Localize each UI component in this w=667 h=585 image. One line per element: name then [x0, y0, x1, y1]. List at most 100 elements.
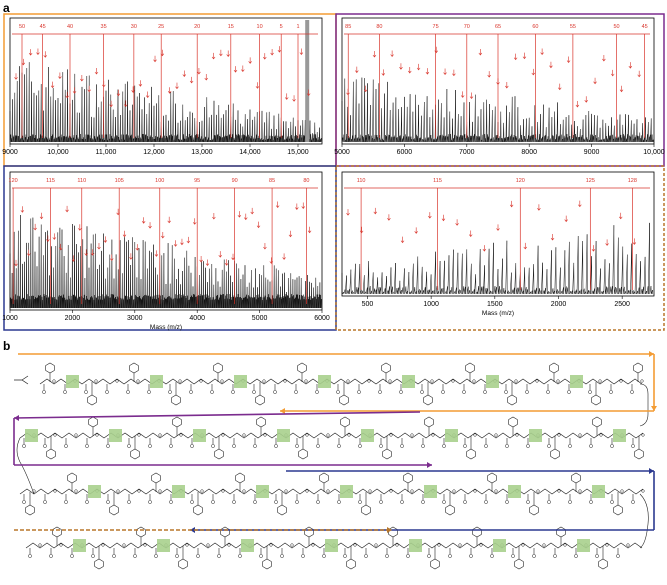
oxygen-atom [112, 554, 116, 558]
ester-oxygen [472, 379, 476, 383]
tick-label: 3000 [127, 315, 143, 322]
ester-oxygen [311, 543, 315, 547]
marker-label: 115 [46, 178, 55, 184]
highlighted-unit [402, 375, 415, 388]
oxygen-atom [357, 390, 361, 394]
peak-arrow [531, 68, 536, 76]
ester-oxygen [326, 433, 330, 437]
phenyl-ring [67, 472, 77, 484]
highlighted-unit [325, 539, 338, 552]
ester-oxygen [620, 489, 624, 493]
peak-arrow [584, 96, 588, 103]
peak-arrow [248, 57, 252, 64]
oxygen-atom [28, 554, 32, 558]
highlighted-unit [193, 429, 206, 442]
peak-arrow [244, 213, 248, 221]
ester-oxygen [410, 489, 414, 493]
oxygen-atom [595, 554, 599, 558]
peak-arrow [154, 250, 159, 257]
marker-label: 25 [158, 24, 164, 30]
oxygen-atom [336, 390, 340, 394]
oxygen-atom [568, 444, 572, 448]
ester-oxygen [536, 489, 540, 493]
oxygen-atom [106, 444, 110, 448]
peak-arrow [65, 91, 69, 99]
peak-arrow [550, 234, 555, 241]
peak-arrow [226, 50, 230, 57]
peak-arrow [131, 86, 135, 93]
ester-oxygen [220, 379, 224, 383]
oxygen-atom [483, 390, 487, 394]
ester-oxygen [599, 433, 603, 437]
peak-arrow [452, 69, 456, 77]
ester-oxygen [305, 489, 309, 493]
ester-oxygen [563, 543, 567, 547]
highlighted-unit [613, 429, 626, 442]
tick-label: 7000 [459, 149, 475, 156]
oxygen-atom [589, 500, 593, 504]
peak-arrow [43, 51, 48, 58]
marker-label: 120 [9, 178, 18, 184]
peak-arrow [233, 66, 238, 73]
ester-oxygen [395, 543, 399, 547]
highlighted-unit [150, 375, 163, 388]
peak-arrow [224, 259, 229, 266]
marker-label: 75 [433, 24, 439, 30]
ester-oxygen [458, 543, 462, 547]
peak-arrow [443, 68, 447, 76]
peak-arrow [269, 257, 274, 264]
phenyl-ring [430, 558, 440, 570]
orange-arrow-head [649, 351, 654, 357]
oxygen-atom [147, 390, 151, 394]
backbone [19, 488, 644, 495]
peak-arrow [540, 48, 544, 56]
peak-arrow [263, 53, 267, 60]
phenyl-ring [403, 472, 413, 484]
marker-label: 95 [194, 178, 200, 184]
highlighted-unit [577, 539, 590, 552]
phenyl-ring [256, 416, 266, 428]
ester-oxygen [326, 489, 330, 493]
marker-label: 35 [101, 24, 107, 30]
brown-arrow-head [387, 527, 392, 533]
peak-arrow [46, 235, 50, 242]
peak-arrow [416, 63, 421, 71]
peak-arrow [610, 69, 615, 77]
oxygen-atom [316, 500, 320, 504]
polymer-chain-row [19, 416, 645, 460]
peak-arrow [558, 83, 562, 91]
peak-arrow [50, 81, 55, 89]
oxygen-atom [105, 390, 109, 394]
highlighted-unit [508, 485, 521, 498]
ester-oxygen [206, 543, 210, 547]
peak-arrow [65, 205, 69, 213]
oxygen-atom [406, 554, 410, 558]
oxygen-atom [42, 390, 46, 394]
oxygen-atom [190, 500, 194, 504]
peak-arrow [575, 100, 580, 108]
peak-arrow [441, 214, 446, 222]
oxygen-atom [427, 554, 431, 558]
peak-arrow [434, 46, 438, 54]
peak-arrow [513, 53, 518, 61]
oxygen-atom [43, 444, 47, 448]
marker-label: 10 [257, 24, 263, 30]
phenyl-ring [171, 394, 181, 406]
tick-label: 5000 [334, 149, 350, 156]
peak-arrow [135, 244, 140, 251]
peak-arrow [478, 48, 483, 56]
marker-label: 45 [40, 24, 46, 30]
peak-arrow [27, 249, 31, 257]
peak-arrow [295, 203, 299, 210]
peak-arrow [122, 230, 127, 238]
phenyl-ring [592, 416, 602, 428]
oxygen-atom [175, 554, 179, 558]
peak-arrow [505, 81, 509, 89]
phenyl-ring [613, 504, 623, 516]
ester-oxygen [605, 543, 609, 547]
spectrum-s1: 50 45 40 35 30 25 20 15 10 5 1 9000 10,000 11,000 12,0… [2, 17, 323, 156]
highlighted-unit [529, 429, 542, 442]
oxygen-atom [442, 500, 446, 504]
peak-arrow [487, 71, 491, 78]
